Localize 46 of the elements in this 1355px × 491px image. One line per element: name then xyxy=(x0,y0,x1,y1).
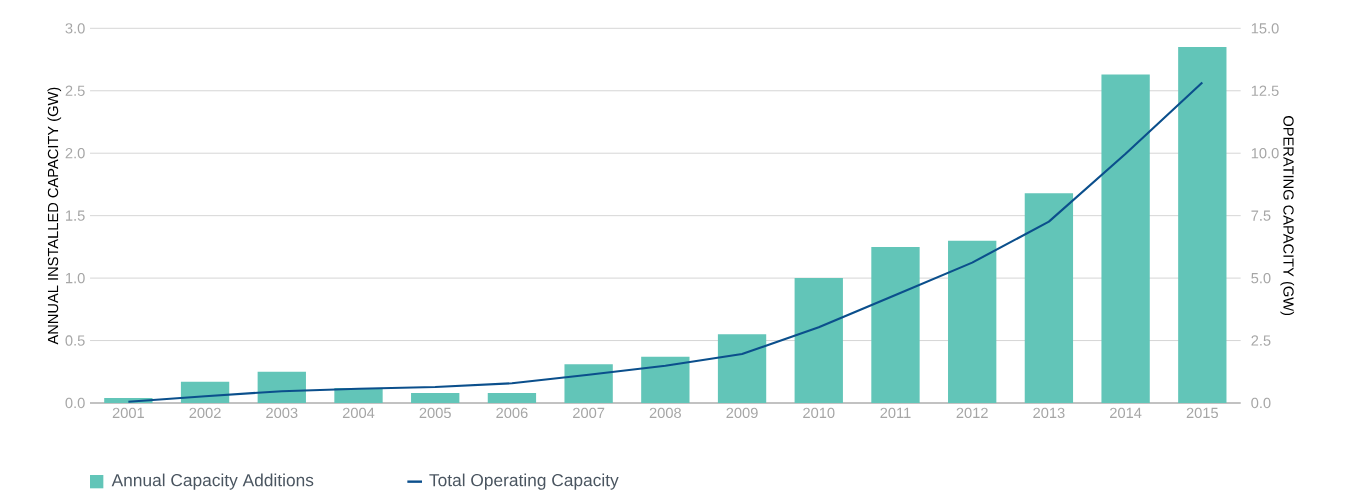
x-tick-label: 2006 xyxy=(496,407,528,419)
x-tick-label: 2014 xyxy=(1110,407,1142,419)
x-tick-label: 2012 xyxy=(956,407,988,419)
y2-tick-label: 15.0 xyxy=(1251,23,1279,34)
y2-tick-label: 10.0 xyxy=(1251,148,1279,159)
bar xyxy=(1024,193,1074,403)
y2-tick-label: 2.5 xyxy=(1251,335,1271,346)
x-tick-label: 2010 xyxy=(803,407,835,419)
y2-tick-label: 12.5 xyxy=(1251,85,1279,96)
x-tick-label: 2008 xyxy=(649,407,681,419)
y-tick-label: 1.5 xyxy=(66,210,85,221)
y-tick-label: 3.0 xyxy=(65,23,85,34)
x-tick-label: 2007 xyxy=(573,407,605,419)
legend-label: Total Operating Capacity xyxy=(429,473,619,490)
legend-label: Annual Capacity Additions xyxy=(111,473,314,490)
bar xyxy=(411,393,460,403)
line-series xyxy=(127,81,1204,403)
x-tick-label: 2001 xyxy=(112,407,144,419)
x-tick-label: 2013 xyxy=(1033,407,1065,419)
x-tick-label: 2002 xyxy=(189,407,221,419)
x-tick-label: 2015 xyxy=(1186,407,1218,419)
y2-axis-title: OPERATING CAPACITY (GW) xyxy=(1280,115,1295,316)
bar xyxy=(717,334,767,403)
bar xyxy=(948,240,997,403)
bar xyxy=(487,393,537,403)
x-tick-label: 2009 xyxy=(726,407,758,419)
x-tick-label: 2003 xyxy=(266,407,298,419)
y2-tick-label: 7.5 xyxy=(1251,210,1271,221)
bar xyxy=(641,356,690,403)
x-tick-label: 2005 xyxy=(419,407,451,419)
y-tick-label: 1.0 xyxy=(66,272,85,284)
y-tick-label: 0.5 xyxy=(65,335,85,346)
bar xyxy=(257,371,306,403)
y-axis-title: ANNUAL INSTALLED CAPACITY (GW) xyxy=(47,87,62,345)
bar xyxy=(564,364,613,403)
y2-tick-label: 0.0 xyxy=(1251,397,1271,409)
y-tick-label: 2.0 xyxy=(65,148,85,159)
x-tick-label: 2004 xyxy=(342,407,375,419)
y-tick-label: 2.5 xyxy=(65,85,85,96)
bar xyxy=(794,278,843,403)
bar xyxy=(871,246,920,403)
y2-tick-label: 5.0 xyxy=(1251,272,1271,284)
x-tick-label: 2011 xyxy=(880,407,911,419)
bar xyxy=(1101,74,1150,403)
bar xyxy=(1178,47,1227,403)
y-tick-label: 0.0 xyxy=(65,397,85,409)
